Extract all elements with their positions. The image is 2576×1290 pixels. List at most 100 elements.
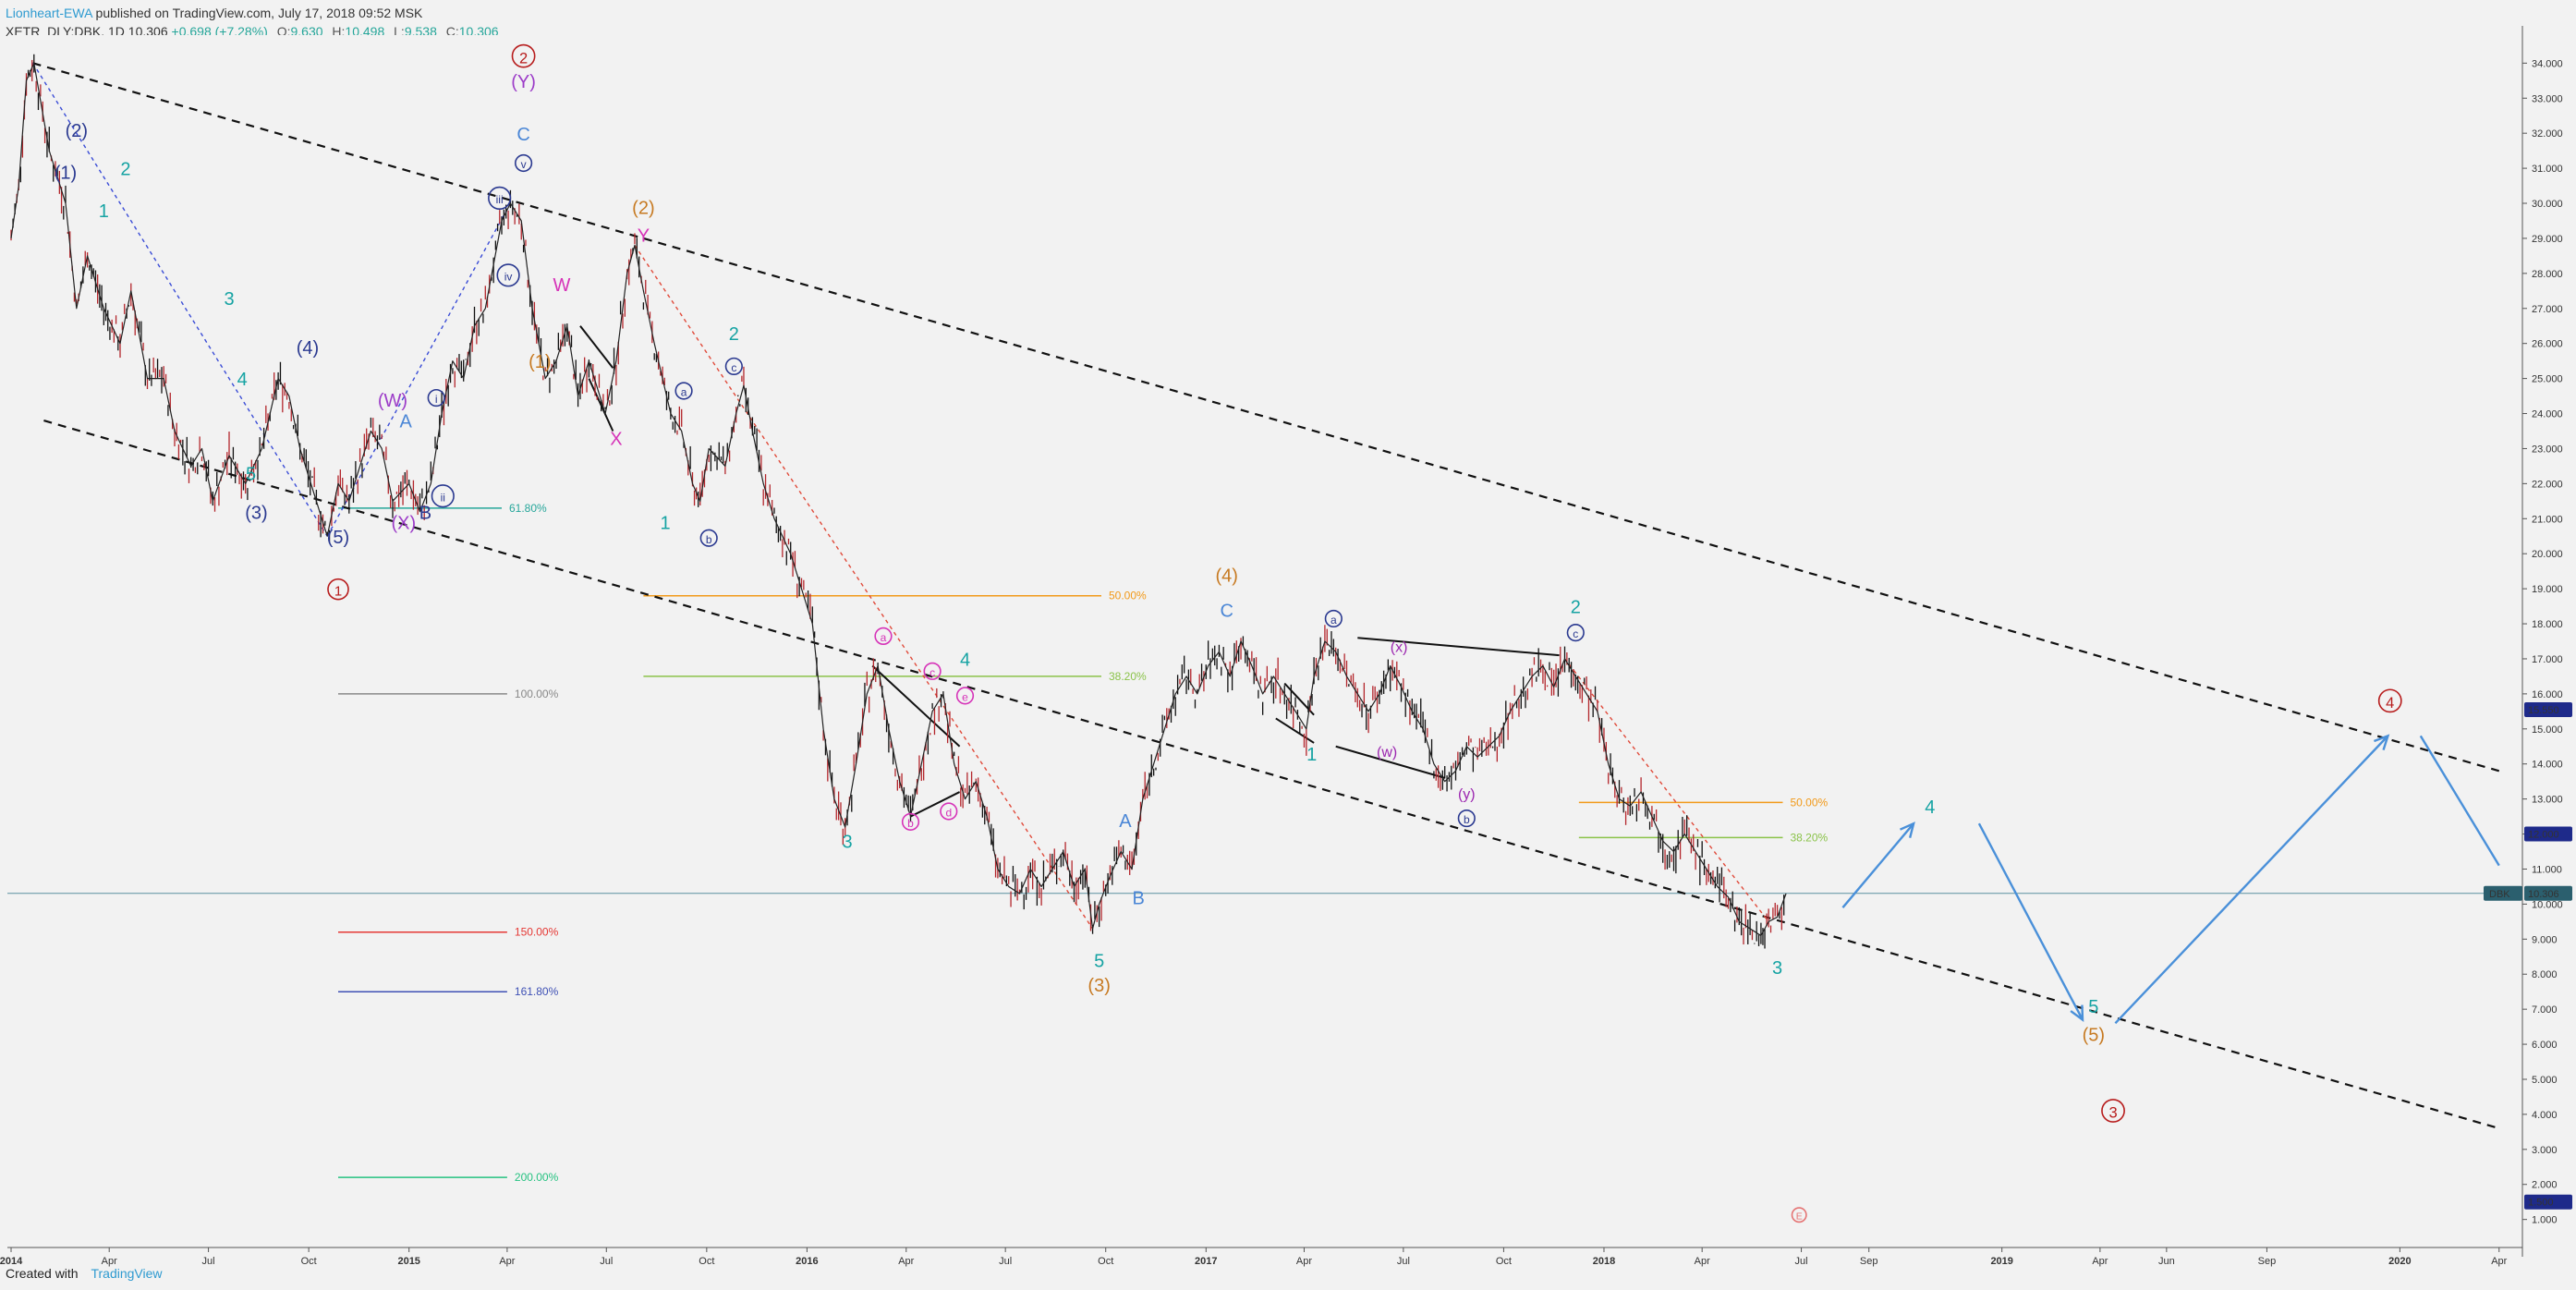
author-link[interactable]: Lionheart-EWA [6, 6, 92, 20]
wave-label-circle [511, 43, 536, 68]
wedge-trendline[interactable] [1275, 717, 1315, 744]
price-axis-badge [2524, 701, 2572, 717]
x-tick-label: Jul [1795, 1256, 1808, 1267]
x-tick-label: Apr [1296, 1256, 1312, 1267]
wave-label: (X) [391, 514, 416, 534]
wave-label: (5) [327, 528, 349, 548]
x-tick-label: 2015 [397, 1256, 419, 1267]
wave-label-circle [724, 357, 743, 376]
wave-label: i [435, 393, 438, 406]
plot-area[interactable] [7, 35, 2522, 1247]
wave-label: b [706, 533, 712, 546]
x-tick-label: Jul [999, 1256, 1012, 1267]
projection-arrow[interactable] [2114, 735, 2389, 1025]
wedge-trendline[interactable] [910, 791, 961, 818]
y-tick-label: 9.000 [2532, 934, 2558, 945]
projection-arrow[interactable] [1977, 822, 2084, 1021]
wave-label-circle [327, 578, 349, 601]
fib-level-label: 38.20% [1109, 670, 1147, 683]
wave-label: (3) [245, 503, 267, 523]
y-tick-label: 23.000 [2532, 444, 2563, 455]
y-tick-label: 13.000 [2532, 795, 2563, 806]
wedge-trendline[interactable] [1357, 637, 1560, 657]
wave-label: Y [638, 226, 650, 247]
price-axis-badge [2524, 826, 2572, 842]
x-tick-label: Jul [1397, 1256, 1410, 1267]
y-tick-label: 10.000 [2532, 899, 2563, 910]
x-tick-label: Apr [102, 1256, 117, 1267]
y-tick-label: 29.000 [2532, 234, 2563, 245]
wave-label-circle [496, 263, 520, 287]
wave-label: ii [441, 491, 445, 504]
y-tick-label: 19.000 [2532, 584, 2563, 595]
wave-connector-line[interactable] [1563, 658, 1769, 922]
wave-label: e [962, 690, 968, 703]
wave-label: C [1220, 601, 1233, 621]
projection-arrow-head [1900, 821, 1915, 838]
projection-arrow[interactable] [1841, 822, 1915, 908]
y-tick-label: 24.000 [2532, 409, 2563, 420]
wedge-trendline[interactable] [1335, 745, 1445, 779]
wave-label: (3) [1088, 976, 1110, 996]
created-with-label: Created with [6, 1266, 79, 1281]
wave-label-circle [514, 153, 533, 173]
y-tick-label: 4.000 [2532, 1110, 2558, 1121]
wave-label: (y) [1458, 787, 1476, 803]
wave-label: 4 [237, 370, 248, 390]
y-tick-label: 2.000 [2532, 1180, 2558, 1191]
x-tick-label: Apr [1695, 1256, 1710, 1267]
wave-label-circle [940, 802, 958, 821]
fib-level-label: 100.00% [515, 688, 559, 700]
fib-level-label: 61.80% [509, 502, 547, 515]
wave-label: a [881, 631, 887, 644]
wave-label: B [1132, 888, 1144, 908]
footer: Created with TradingView [6, 1266, 163, 1281]
wave-label: 1 [660, 514, 670, 534]
fib-level-label: 38.20% [1791, 831, 1829, 844]
y-tick-label: 25.000 [2532, 374, 2563, 385]
wave-label: X [610, 430, 622, 450]
wave-label: C [516, 125, 529, 145]
y-tick-label: 14.000 [2532, 760, 2563, 771]
wave-label: (1) [55, 163, 77, 183]
wave-label: 2 [120, 160, 130, 180]
projection-arrow-head [2070, 1004, 2084, 1022]
wave-label: 3 [2108, 1105, 2117, 1122]
price-axis-badge [2524, 1194, 2572, 1210]
price-axis-badge-label: 15.550 [2528, 705, 2559, 716]
wave-label: c [1573, 627, 1578, 640]
wave-label: 2 [729, 324, 739, 345]
wave-label: 4 [960, 651, 970, 671]
x-tick-label: Oct [301, 1256, 317, 1267]
projection-arrow[interactable] [2419, 735, 2500, 867]
wave-label: (1) [529, 352, 551, 372]
wave-label-circle [674, 382, 693, 400]
wave-label: 5 [246, 465, 256, 485]
wave-label: 1 [334, 584, 342, 600]
y-tick-label: 3.000 [2532, 1145, 2558, 1156]
price-series-line[interactable] [10, 62, 1787, 937]
tradingview-logo-link[interactable]: TradingView [91, 1266, 163, 1281]
wave-label-circle [955, 687, 975, 705]
wave-label-circle [1457, 809, 1476, 828]
wave-label: 3 [842, 833, 852, 853]
x-tick-label: Sep [2258, 1256, 2277, 1267]
wave-label: (W) [378, 391, 407, 411]
wave-label-circle [2377, 688, 2402, 713]
wave-label-circle [1324, 609, 1343, 628]
wedge-trendline[interactable] [579, 325, 614, 369]
y-tick-label: 30.000 [2532, 199, 2563, 210]
wave-label-circle [431, 484, 455, 508]
y-tick-label: 15.000 [2532, 724, 2563, 736]
channel-trendline[interactable] [43, 420, 2500, 1130]
wave-label-circle [2101, 1099, 2125, 1123]
y-tick-label: 33.000 [2532, 93, 2563, 104]
x-tick-label: Jun [2158, 1256, 2175, 1267]
wave-label: 5 [2088, 997, 2098, 1017]
y-tick-label: 5.000 [2532, 1075, 2558, 1086]
y-tick-label: 11.000 [2532, 864, 2562, 875]
wave-label: W [553, 275, 570, 296]
wedge-trendline[interactable] [871, 664, 961, 748]
wave-label: (2) [632, 198, 654, 218]
